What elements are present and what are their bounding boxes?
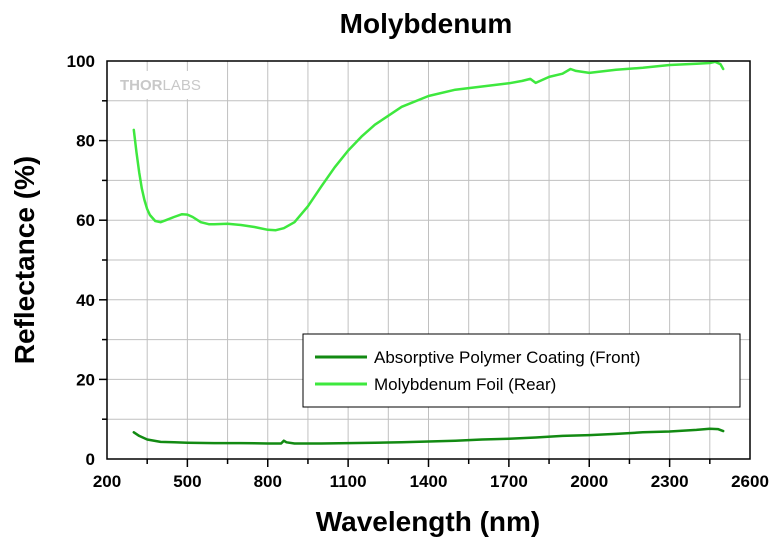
watermark-logo: THORLABS	[116, 71, 214, 99]
y-tick-label: 40	[76, 291, 95, 310]
x-tick-label: 500	[173, 472, 201, 491]
x-tick-label: 1700	[490, 472, 528, 491]
y-tick-label: 100	[67, 52, 95, 71]
x-tick-label: 2600	[731, 472, 769, 491]
x-axis-label: Wavelength (nm)	[316, 506, 541, 537]
y-axis-label: Reflectance (%)	[9, 156, 40, 365]
svg-text:THORLABS: THORLABS	[120, 77, 201, 94]
chart-title: Molybdenum	[340, 8, 513, 39]
legend-label-molybdenum-foil: Molybdenum Foil (Rear)	[374, 375, 556, 394]
tick-labels: 200 500 800 1100 1400 1700 2000 2300 2600 0 20 40 60…	[67, 52, 769, 491]
x-tick-label: 2000	[570, 472, 608, 491]
x-tick-label: 2300	[651, 472, 689, 491]
x-tick-label: 1400	[410, 472, 448, 491]
x-tick-label: 800	[254, 472, 282, 491]
legend-label-absorptive-polymer-coating: Absorptive Polymer Coating (Front)	[374, 348, 640, 367]
series-line-absorptive-polymer-coating	[132, 427, 725, 445]
x-tick-label: 1100	[330, 472, 367, 491]
legend-box	[302, 333, 741, 408]
watermark-labs: LABS	[163, 77, 201, 94]
y-tick-label: 60	[76, 211, 95, 230]
x-tick-label: 200	[93, 472, 121, 491]
legend: Absorptive Polymer Coating (Front) Molyb…	[302, 333, 741, 408]
series-lines	[132, 60, 725, 445]
y-tick-label: 80	[76, 132, 95, 151]
y-tick-label: 0	[86, 450, 95, 469]
watermark-thor: THOR	[120, 77, 163, 94]
y-tick-label: 20	[76, 370, 95, 389]
series-line-molybdenum-foil	[132, 60, 725, 232]
axis-ticks	[99, 100, 711, 467]
